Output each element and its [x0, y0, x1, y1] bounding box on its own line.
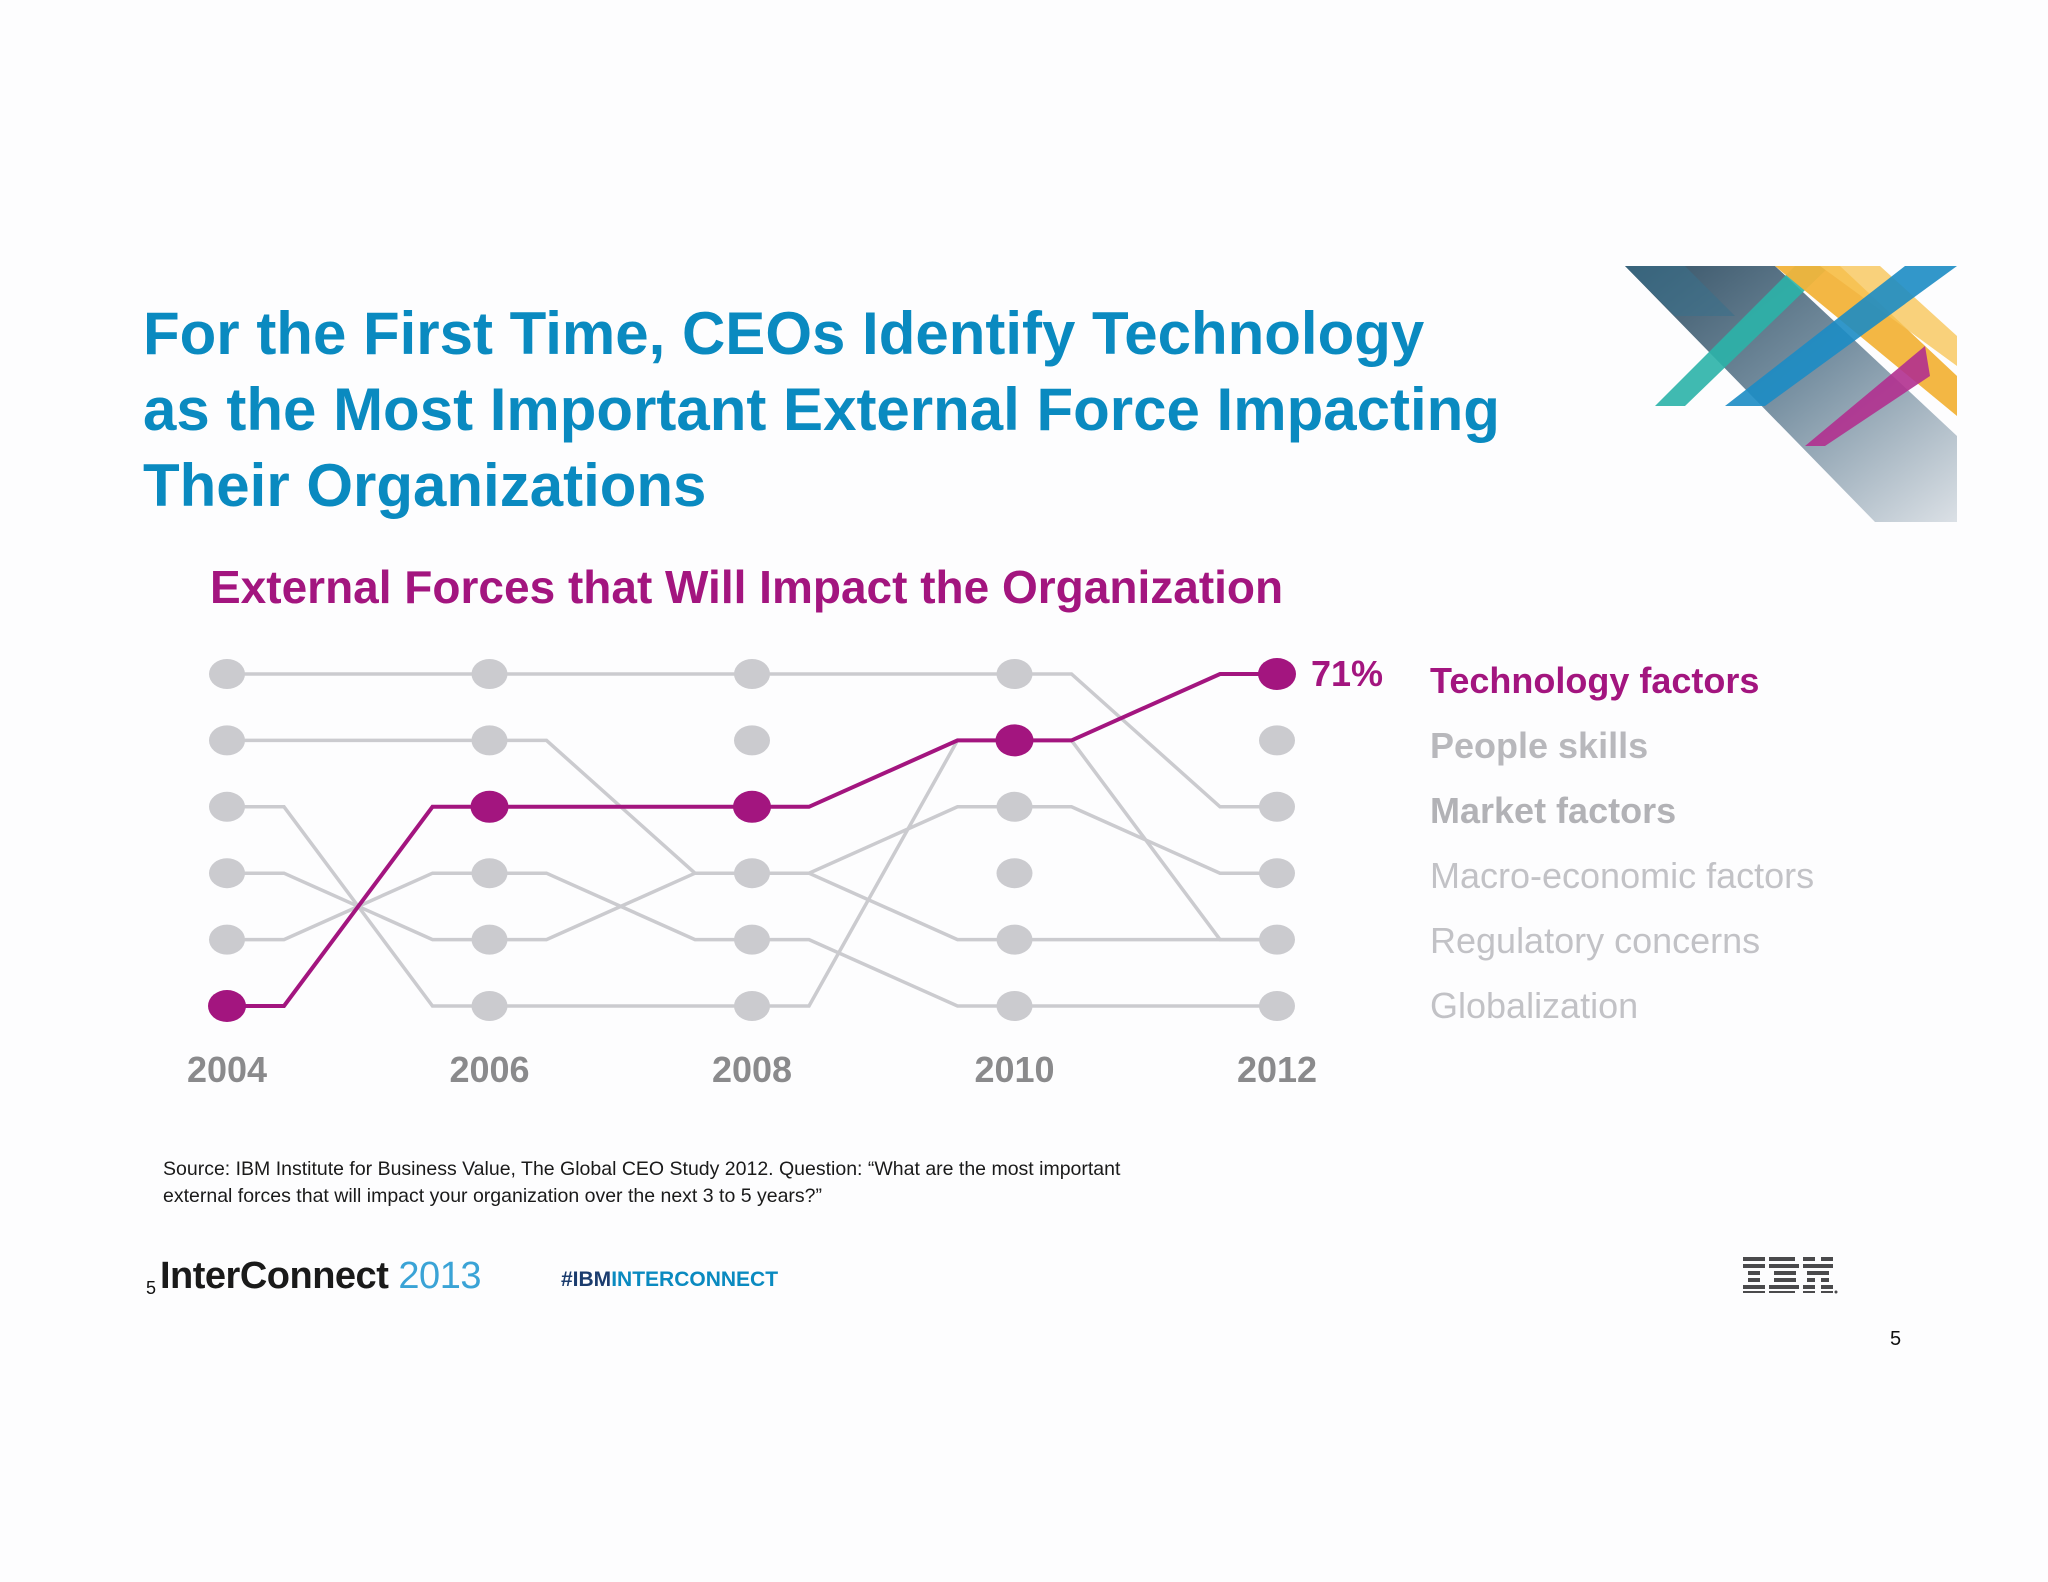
- technology-data-point: [1258, 658, 1296, 690]
- x-tick-label: 2012: [1237, 1049, 1317, 1090]
- chart-title: External Forces that Will Impact the Org…: [210, 561, 1284, 613]
- gray-data-point: [209, 858, 245, 889]
- gray-data-point: [996, 858, 1033, 889]
- legend: Technology factors People skills Market …: [1430, 655, 1814, 1045]
- footer-page-number: 5: [146, 1278, 157, 1298]
- gray-data-point: [209, 725, 245, 756]
- slide-title-line-2: as the Most Important External Force Imp…: [143, 376, 1500, 443]
- brand-name: InterConnect: [160, 1255, 389, 1297]
- page-number: 5: [1890, 1328, 1902, 1350]
- x-tick-label: 2004: [187, 1049, 267, 1090]
- footer-brand: InterConnect 2013: [160, 1255, 481, 1298]
- gray-data-point: [1259, 991, 1295, 1021]
- gray-data-point: [471, 924, 508, 955]
- legend-item-regulatory: Regulatory concerns: [1430, 920, 1761, 961]
- legend-item-people-skills: People skills: [1430, 725, 1649, 766]
- slide-title: For the First Time, CEOs Identify Techno…: [143, 296, 1593, 524]
- ibm-logo: [1743, 1257, 1838, 1294]
- legend-item-globalization: Globalization: [1430, 985, 1639, 1026]
- slide-title-line-3: Their Organizations: [143, 452, 707, 519]
- x-tick-label: 2010: [974, 1049, 1054, 1090]
- gray-data-point: [471, 991, 508, 1021]
- gray-data-point: [1259, 858, 1295, 889]
- brand-year: 2013: [398, 1255, 481, 1297]
- gray-data-point: [734, 725, 770, 756]
- gray-data-point: [734, 991, 770, 1021]
- gray-data-point: [471, 858, 508, 889]
- gray-data-point: [1259, 924, 1295, 955]
- decorative-stripes-graphic: [1625, 266, 1957, 522]
- x-tick-label: 2006: [449, 1049, 529, 1090]
- gray-data-point: [1259, 725, 1295, 756]
- technology-series-line: [227, 672, 1277, 1008]
- source-note: Source: IBM Institute for Business Value…: [163, 1158, 1121, 1207]
- gray-data-point: [471, 659, 508, 689]
- hashtag-part-interconnect: INTERCONNECT: [611, 1268, 779, 1291]
- technology-data-point: [995, 724, 1034, 757]
- gray-data-point: [996, 659, 1033, 689]
- slide-title-line-1: For the First Time, CEOs Identify Techno…: [143, 300, 1425, 367]
- data-label-71-percent: 71%: [1311, 653, 1383, 694]
- gray-data-point: [734, 858, 770, 889]
- legend-item-market-factors: Market factors: [1430, 790, 1677, 831]
- gray-data-point: [734, 659, 770, 689]
- gray-data-point: [996, 791, 1033, 822]
- gray-data-point: [471, 725, 508, 756]
- technology-data-point: [470, 790, 509, 823]
- gray-data-point: [996, 991, 1033, 1021]
- hashtag-part-ibm: #IBM: [561, 1268, 612, 1291]
- gray-data-point: [209, 924, 245, 955]
- technology-data-point: [208, 990, 246, 1022]
- technology-data-point: [733, 790, 771, 823]
- gray-data-point: [734, 924, 770, 955]
- gray-data-point: [996, 924, 1033, 955]
- gray-data-point: [1259, 791, 1295, 822]
- x-tick-label: 2008: [712, 1049, 792, 1090]
- legend-item-macro-economic: Macro-economic factors: [1430, 855, 1815, 896]
- footer-hashtag: #IBMINTERCONNECT: [561, 1268, 778, 1292]
- gray-data-point: [209, 659, 245, 689]
- gray-data-point: [209, 791, 245, 822]
- legend-item-technology: Technology factors: [1430, 660, 1760, 701]
